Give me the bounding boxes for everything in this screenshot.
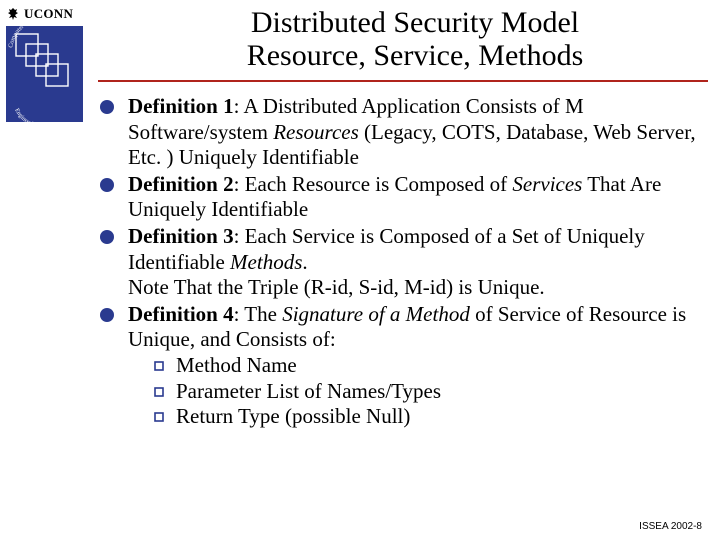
slide: UCONN Computer Science and Enginee <box>0 0 720 540</box>
sub-text: Parameter List of Names/Types <box>176 379 441 405</box>
def-em: Methods <box>230 250 302 274</box>
def-em: Resources <box>273 120 359 144</box>
sub-item: Return Type (possible Null) <box>154 404 700 430</box>
oak-leaf-icon <box>6 7 20 21</box>
divider <box>98 80 708 82</box>
dept-tile: Computer Science and Engineering <box>6 26 83 122</box>
subitems: Method Name Parameter List of Names/Type… <box>154 353 700 430</box>
disc-bullet-icon <box>100 100 114 114</box>
sub-text: Return Type (possible Null) <box>176 404 410 430</box>
content: Definition 1: A Distributed Application … <box>100 94 700 431</box>
bullet-item: Definition 2: Each Resource is Composed … <box>100 172 700 223</box>
bullet-text: Definition 1: A Distributed Application … <box>128 94 700 171</box>
logo-area: UCONN Computer Science and Enginee <box>6 6 92 122</box>
sub-item: Method Name <box>154 353 700 379</box>
square-bullet-icon <box>154 387 164 397</box>
bullet-text: Definition 2: Each Resource is Composed … <box>128 172 700 223</box>
sub-item: Parameter List of Names/Types <box>154 379 700 405</box>
disc-bullet-icon <box>100 308 114 322</box>
footer-text: ISSEA 2002-8 <box>639 521 702 532</box>
bullet-item: Definition 3: Each Service is Composed o… <box>100 224 700 301</box>
square-bullet-icon <box>154 412 164 422</box>
disc-bullet-icon <box>100 230 114 244</box>
slide-title: Distributed Security Model Resource, Ser… <box>165 6 665 72</box>
uconn-text: UCONN <box>24 6 73 22</box>
bullet-item: Definition 4: The Signature of a Method … <box>100 302 700 430</box>
def-label: Definition 3 <box>128 224 234 248</box>
svg-text:Engineering: Engineering <box>13 107 39 122</box>
bullet-text: Definition 4: The Signature of a Method … <box>128 302 700 430</box>
def-pre: : Each Resource is Composed of <box>234 172 513 196</box>
def-em: Signature of a Method <box>282 302 470 326</box>
dept-graphic-icon: Computer Science and Engineering <box>6 26 83 122</box>
def-em: Services <box>512 172 582 196</box>
def-label: Definition 4 <box>128 302 234 326</box>
disc-bullet-icon <box>100 178 114 192</box>
title-line-1: Distributed Security Model <box>165 6 665 39</box>
def-post: . <box>302 250 307 274</box>
def-label: Definition 1 <box>128 94 234 118</box>
bullet-text: Definition 3: Each Service is Composed o… <box>128 224 700 301</box>
title-line-2: Resource, Service, Methods <box>165 39 665 72</box>
def-note: Note That the Triple (R-id, S-id, M-id) … <box>128 275 545 299</box>
bullet-item: Definition 1: A Distributed Application … <box>100 94 700 171</box>
def-pre: : The <box>234 302 283 326</box>
def-label: Definition 2 <box>128 172 234 196</box>
square-bullet-icon <box>154 361 164 371</box>
uconn-badge: UCONN <box>6 6 92 22</box>
sub-text: Method Name <box>176 353 297 379</box>
